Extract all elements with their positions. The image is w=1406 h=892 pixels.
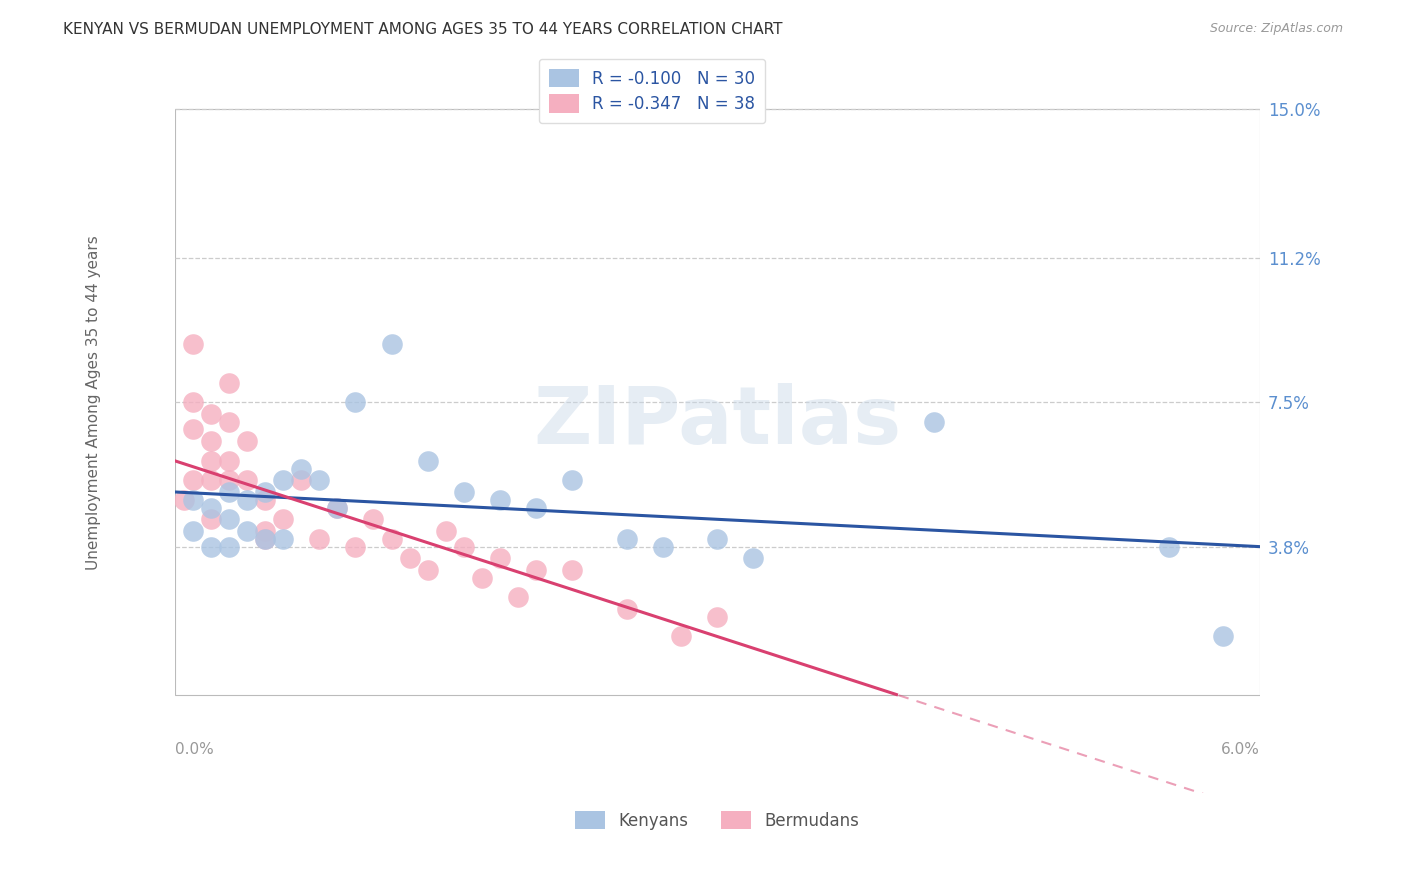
Point: [200, 540, 222, 554]
Point: [200, 512, 222, 526]
Point: [271, 532, 294, 546]
Point: [706, 532, 728, 546]
Point: [706, 610, 728, 624]
Point: [236, 473, 259, 487]
Point: [742, 551, 765, 566]
Point: [508, 591, 530, 605]
Point: [181, 422, 204, 436]
Text: 0.0%: 0.0%: [174, 742, 214, 757]
Text: 6.0%: 6.0%: [1220, 742, 1260, 757]
Point: [218, 473, 240, 487]
Point: [218, 512, 240, 526]
Point: [253, 492, 276, 507]
Point: [922, 415, 945, 429]
Point: [453, 485, 475, 500]
Point: [616, 532, 638, 546]
Text: Source: ZipAtlas.com: Source: ZipAtlas.com: [1209, 22, 1343, 36]
Point: [416, 563, 439, 577]
Point: [561, 473, 583, 487]
Point: [181, 524, 204, 538]
Point: [290, 473, 312, 487]
Bar: [174, 109, 1260, 695]
Point: [236, 434, 259, 449]
Point: [1159, 540, 1181, 554]
Point: [218, 415, 240, 429]
Text: KENYAN VS BERMUDAN UNEMPLOYMENT AMONG AGES 35 TO 44 YEARS CORRELATION CHART: KENYAN VS BERMUDAN UNEMPLOYMENT AMONG AG…: [63, 22, 783, 37]
Point: [363, 512, 385, 526]
Point: [253, 532, 276, 546]
Point: [200, 407, 222, 421]
Point: [253, 524, 276, 538]
Point: [290, 461, 312, 475]
Text: Unemployment Among Ages 35 to 44 years: Unemployment Among Ages 35 to 44 years: [86, 235, 101, 569]
Text: ZIPatlas: ZIPatlas: [533, 383, 901, 460]
Point: [181, 336, 204, 351]
Point: [236, 524, 259, 538]
Point: [453, 540, 475, 554]
Point: [489, 551, 512, 566]
Point: [308, 473, 330, 487]
Point: [200, 500, 222, 515]
Point: [181, 492, 204, 507]
Point: [380, 532, 402, 546]
Point: [308, 532, 330, 546]
Point: [181, 473, 204, 487]
Point: [524, 563, 547, 577]
Point: [434, 524, 457, 538]
Point: [344, 540, 367, 554]
Point: [398, 551, 420, 566]
Point: [200, 454, 222, 468]
Point: [669, 630, 692, 644]
Point: [218, 454, 240, 468]
Legend: Kenyans, Bermudans: Kenyans, Bermudans: [568, 805, 866, 837]
Point: [326, 500, 349, 515]
Point: [200, 473, 222, 487]
Point: [1212, 630, 1234, 644]
Point: [326, 500, 349, 515]
Point: [253, 485, 276, 500]
Point: [271, 473, 294, 487]
Point: [173, 492, 195, 507]
Point: [200, 434, 222, 449]
Point: [218, 376, 240, 390]
Point: [651, 540, 673, 554]
Point: [471, 571, 494, 585]
Point: [181, 395, 204, 409]
Point: [524, 500, 547, 515]
Point: [616, 602, 638, 616]
Point: [489, 492, 512, 507]
Point: [218, 485, 240, 500]
Point: [218, 540, 240, 554]
Point: [416, 454, 439, 468]
Point: [236, 492, 259, 507]
Point: [380, 336, 402, 351]
Point: [271, 512, 294, 526]
Point: [344, 395, 367, 409]
Point: [253, 532, 276, 546]
Point: [561, 563, 583, 577]
